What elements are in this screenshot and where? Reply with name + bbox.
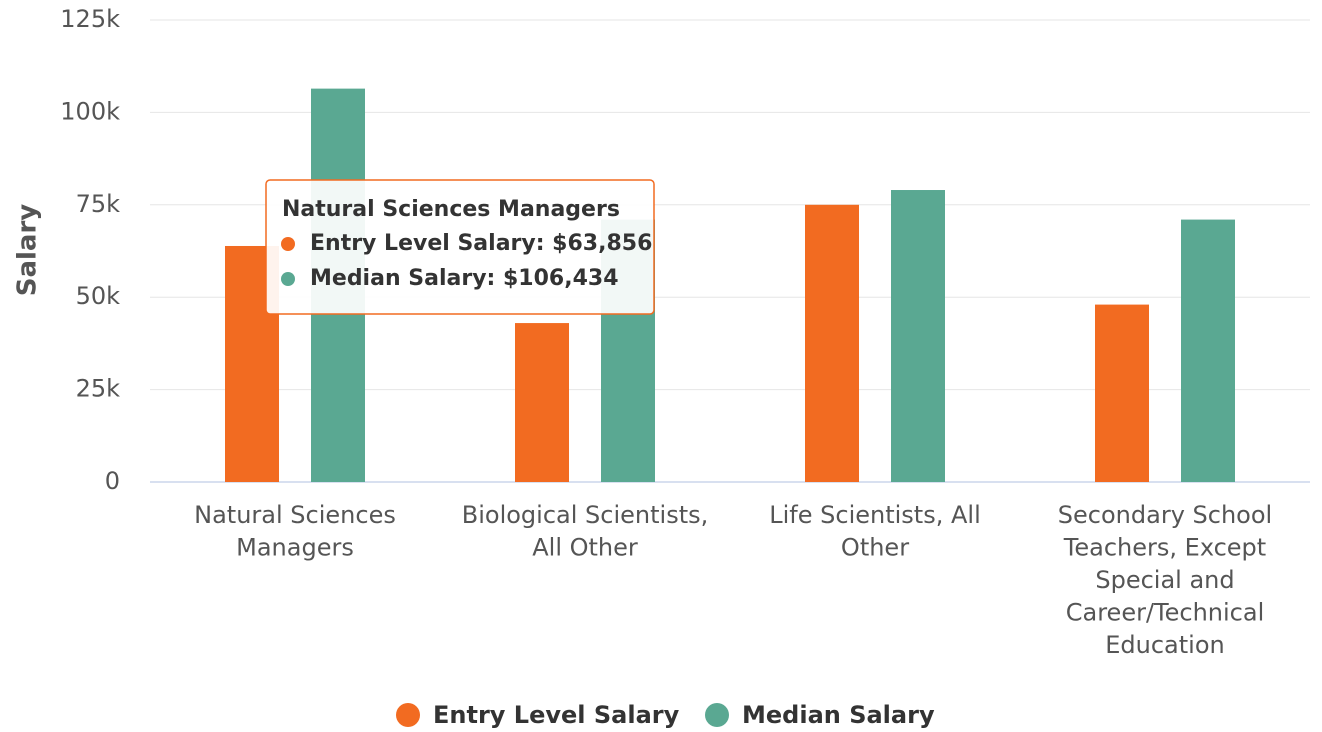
tooltip-box	[265, 179, 655, 315]
legend-marker	[396, 703, 420, 727]
y-tick-label: 125k	[60, 5, 120, 33]
bar	[891, 190, 945, 483]
y-tick-label: 100k	[60, 97, 120, 125]
y-tick-label: 25k	[76, 375, 121, 403]
legend-label: Entry Level Salary	[433, 701, 680, 729]
tooltip-row: Median Salary: $106,434	[310, 266, 619, 291]
legend-label: Median Salary	[742, 701, 935, 729]
y-tick-label: 0	[105, 467, 120, 495]
x-tick-label: Natural Sciences Managers	[194, 501, 396, 562]
tooltip-marker	[281, 237, 295, 251]
bar	[805, 204, 859, 483]
bar	[1181, 219, 1235, 483]
bar	[1095, 304, 1149, 482]
tooltip-marker	[281, 272, 295, 286]
bar	[515, 323, 569, 482]
y-tick-label: 50k	[76, 282, 121, 310]
legend-marker	[705, 703, 729, 727]
x-tick-label: Life Scientists, All Other	[769, 501, 980, 562]
tooltip: Natural Sciences Managers Entry Level Sal…	[265, 179, 655, 315]
x-tick-label: Secondary School Teachers, Except Special …	[1058, 501, 1272, 659]
y-tick-label: 75k	[76, 190, 121, 218]
tooltip-row: Entry Level Salary: $63,856	[310, 231, 652, 256]
tooltip-title: Natural Sciences Managers	[282, 197, 620, 222]
y-axis-title: Salary	[13, 204, 43, 297]
x-tick-label: Biological Scientists, All Other	[462, 501, 708, 562]
